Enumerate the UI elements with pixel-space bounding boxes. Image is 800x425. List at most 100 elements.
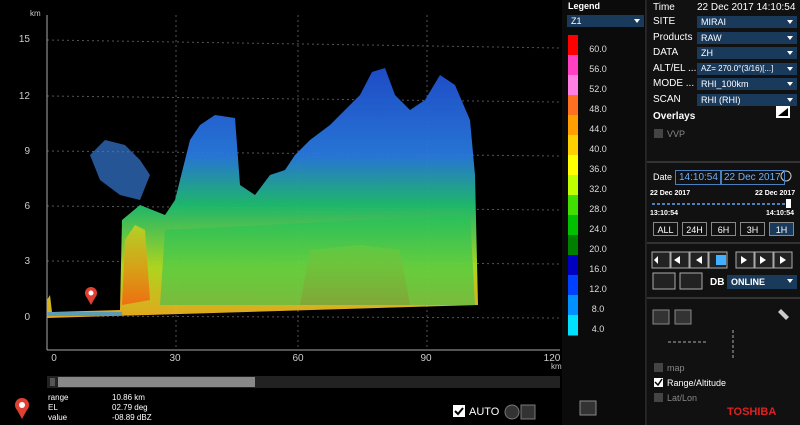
scale-label: 12.0 [589, 284, 607, 294]
colorbar-segment [568, 315, 578, 336]
vvp-checkbox[interactable] [654, 129, 663, 138]
player-controls[interactable] [651, 251, 793, 290]
info-label: range [48, 393, 69, 402]
info-label: EL [48, 403, 58, 412]
period-button[interactable]: 3H [740, 222, 765, 236]
field-select[interactable]: MIRAI [697, 16, 797, 28]
scale-label: 4.0 [592, 324, 605, 334]
range-end-time: 14:10:54 [766, 210, 795, 217]
export-button[interactable] [674, 309, 692, 325]
field-select[interactable]: RHI_100km [697, 78, 797, 90]
date-day[interactable]: 22 Dec 2017 [720, 170, 785, 185]
scale-label: 40.0 [589, 144, 607, 154]
layer-label: Lat/Lon [667, 393, 698, 403]
y-tick-label: 15 [19, 34, 31, 45]
x-tick-label: 60 [292, 353, 304, 364]
colorbar-segment [568, 275, 578, 296]
info-label: value [48, 413, 68, 422]
period-button[interactable]: 24H [682, 222, 707, 236]
auto-label: AUTO [469, 406, 500, 418]
field-label: Products [653, 31, 693, 43]
db-label: DB [710, 277, 725, 288]
period-button[interactable]: 6H [711, 222, 736, 236]
field-select[interactable]: RAW [697, 31, 797, 44]
time-label: Time [653, 2, 675, 13]
y-tick-label: 6 [24, 201, 30, 212]
x-tick-label: 0 [51, 353, 57, 364]
x-tick-label: 90 [420, 353, 432, 364]
latlon-checkbox[interactable] [654, 393, 663, 402]
db-select[interactable]: ONLINE [727, 275, 797, 289]
scale-label: 36.0 [589, 164, 607, 174]
colorbar-segment [568, 175, 578, 196]
colorbar-segment [568, 95, 578, 116]
range-start-date: 22 Dec 2017 [650, 190, 691, 197]
layer-label: map [667, 363, 685, 373]
map-checkbox[interactable] [654, 363, 663, 372]
range-end-date: 22 Dec 2017 [755, 190, 796, 197]
scale-label: 44.0 [589, 124, 607, 134]
scale-label: 56.0 [589, 64, 607, 74]
colorbar-segment [568, 135, 578, 156]
overlays-title: Overlays [653, 111, 696, 122]
scale-label: 16.0 [589, 264, 607, 274]
info-marker [15, 398, 29, 419]
colorbar-segment [568, 35, 578, 56]
scale-label: 20.0 [589, 244, 607, 254]
time-value: 22 Dec 2017 14:10:54 [697, 2, 796, 13]
period-button[interactable]: 1H [769, 222, 794, 236]
colorbar-segment [568, 215, 578, 236]
settings-wrench[interactable] [778, 309, 789, 320]
y-tick-label: 9 [24, 146, 30, 157]
info-value: -08.89 dBZ [112, 413, 152, 422]
print-button[interactable] [652, 309, 670, 325]
scroll-thumb[interactable] [58, 377, 255, 387]
scale-label: 8.0 [592, 304, 605, 314]
x-unit: km [551, 362, 562, 371]
colorbar-segment [568, 115, 578, 136]
x-tick-label: 120 [544, 353, 561, 364]
radar-echo [47, 68, 478, 318]
period-button[interactable]: ALL [653, 222, 678, 236]
scroll-left[interactable] [50, 378, 55, 386]
colorbar-segment [568, 55, 578, 76]
x-tick-label: 30 [169, 353, 181, 364]
date-time[interactable]: 14:10:54 [675, 170, 722, 185]
field-label: MODE ... [653, 78, 695, 89]
auto-checkbox[interactable] [453, 405, 465, 417]
range-checkbox[interactable] [654, 378, 663, 387]
colorbar-segment [568, 235, 578, 256]
legend-title: Legend [568, 1, 600, 11]
field-label: SITE [653, 16, 676, 27]
colorbar-segment [568, 75, 578, 96]
scale-label: 52.0 [589, 84, 607, 94]
field-select[interactable]: ZH [697, 47, 797, 59]
colorbar-segment [568, 195, 578, 216]
colorbar-segment [568, 155, 578, 176]
field-label: DATA [653, 47, 679, 58]
range-start-time: 13:10:54 [650, 210, 679, 217]
field-label: SCAN [653, 93, 681, 105]
legend-settings[interactable] [579, 400, 597, 416]
ruler-button[interactable] [520, 404, 536, 420]
scale-label: 60.0 [589, 44, 607, 54]
scale-label: 28.0 [589, 204, 607, 214]
y-unit: km [30, 9, 41, 18]
field-select[interactable]: AZ= 270.0°(3/16)[...] [697, 62, 797, 75]
date-label: Date [653, 172, 673, 182]
colorbar-segment [568, 255, 578, 276]
y-tick-label: 0 [24, 312, 30, 323]
y-tick-label: 3 [24, 256, 30, 267]
scale-label: 48.0 [589, 104, 607, 114]
field-label: ALT/EL ... [653, 62, 697, 74]
colorbar-segment [568, 295, 578, 316]
field-select[interactable]: RHI (RHI) [697, 93, 797, 106]
scale-label: 32.0 [589, 184, 607, 194]
brand: TOSHIBA [727, 406, 777, 418]
product-select[interactable]: Z1 [567, 15, 644, 27]
globe-button[interactable] [504, 404, 520, 420]
vvp-label: VVP [667, 129, 686, 139]
layer-label: Range/Altitude [667, 378, 727, 388]
